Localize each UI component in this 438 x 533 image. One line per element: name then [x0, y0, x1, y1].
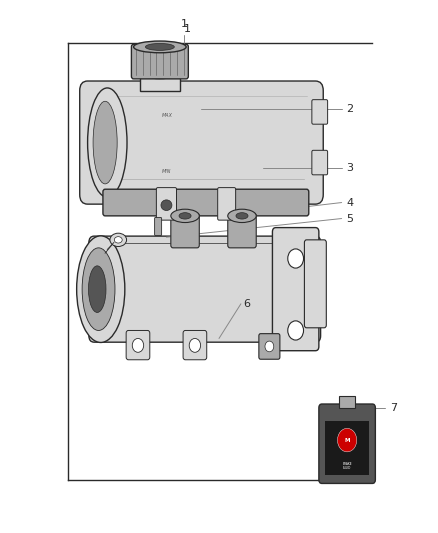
FancyBboxPatch shape: [312, 100, 328, 124]
Ellipse shape: [93, 101, 117, 184]
FancyBboxPatch shape: [155, 217, 162, 236]
FancyBboxPatch shape: [103, 189, 309, 216]
Ellipse shape: [171, 209, 199, 223]
Text: 6: 6: [243, 299, 250, 309]
Ellipse shape: [161, 200, 172, 211]
FancyBboxPatch shape: [89, 236, 321, 342]
FancyBboxPatch shape: [304, 240, 326, 328]
Text: 5: 5: [346, 214, 353, 223]
FancyBboxPatch shape: [171, 213, 199, 248]
FancyBboxPatch shape: [319, 404, 375, 483]
FancyBboxPatch shape: [80, 81, 323, 204]
Text: 1: 1: [180, 19, 187, 29]
Text: 1: 1: [184, 25, 191, 34]
Circle shape: [288, 249, 304, 268]
Circle shape: [265, 341, 274, 352]
FancyBboxPatch shape: [131, 44, 188, 79]
Ellipse shape: [236, 213, 248, 219]
FancyBboxPatch shape: [218, 188, 236, 220]
Ellipse shape: [114, 237, 122, 243]
FancyBboxPatch shape: [228, 213, 256, 248]
FancyBboxPatch shape: [312, 150, 328, 175]
Text: MIN: MIN: [162, 169, 171, 174]
Ellipse shape: [145, 43, 174, 50]
Text: 4: 4: [346, 198, 353, 207]
Circle shape: [189, 338, 201, 352]
Ellipse shape: [134, 41, 186, 53]
Text: 2: 2: [346, 104, 353, 114]
Text: M: M: [344, 438, 350, 442]
FancyBboxPatch shape: [325, 422, 369, 475]
Ellipse shape: [77, 236, 125, 342]
Ellipse shape: [82, 248, 115, 330]
Ellipse shape: [179, 213, 191, 219]
FancyBboxPatch shape: [259, 334, 280, 359]
Circle shape: [288, 321, 304, 340]
FancyBboxPatch shape: [272, 228, 319, 351]
Text: BRAKE
FLUID: BRAKE FLUID: [343, 462, 352, 470]
Ellipse shape: [88, 88, 127, 197]
FancyBboxPatch shape: [140, 72, 180, 91]
Circle shape: [132, 338, 144, 352]
FancyBboxPatch shape: [156, 188, 177, 220]
Ellipse shape: [110, 233, 127, 247]
Circle shape: [337, 429, 357, 452]
Ellipse shape: [140, 65, 180, 78]
FancyBboxPatch shape: [183, 330, 207, 360]
Ellipse shape: [228, 209, 256, 223]
FancyBboxPatch shape: [339, 396, 355, 408]
Ellipse shape: [88, 266, 106, 312]
Text: 3: 3: [346, 163, 353, 173]
Text: MAX: MAX: [162, 113, 173, 118]
Text: 7: 7: [390, 403, 397, 413]
FancyBboxPatch shape: [126, 330, 150, 360]
